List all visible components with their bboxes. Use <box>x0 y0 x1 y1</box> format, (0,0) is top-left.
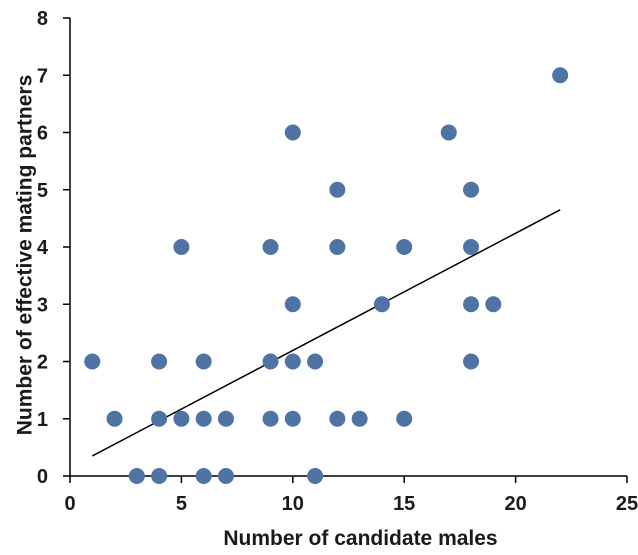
data-point <box>284 353 301 370</box>
data-point <box>463 239 480 255</box>
x-tick-label: 20 <box>504 493 526 515</box>
data-point <box>262 353 279 370</box>
y-tick-label: 6 <box>37 123 48 145</box>
x-tick-label: 10 <box>282 493 304 515</box>
data-point <box>284 296 301 313</box>
trendline <box>91 209 561 457</box>
y-tick-label: 3 <box>37 294 48 316</box>
y-tick-label: 2 <box>37 352 48 374</box>
data-point <box>463 353 480 370</box>
data-point <box>173 410 190 427</box>
data-point <box>373 296 390 313</box>
data-point <box>84 353 101 370</box>
data-point <box>284 410 301 427</box>
data-point <box>284 124 301 141</box>
data-point <box>151 468 168 484</box>
y-tick-label: 0 <box>37 466 48 488</box>
data-point <box>329 410 346 427</box>
data-point <box>195 410 212 427</box>
data-point <box>485 296 502 313</box>
y-axis-title: Number of effective mating partners <box>13 75 36 436</box>
y-tick-label: 4 <box>37 237 49 259</box>
data-point <box>440 124 457 141</box>
y-tick-label: 1 <box>37 409 48 431</box>
data-point <box>463 296 480 313</box>
data-point <box>307 353 324 370</box>
data-point <box>217 410 234 427</box>
data-point <box>195 353 212 370</box>
y-tick-label: 8 <box>37 8 48 30</box>
data-point <box>151 410 168 427</box>
data-point <box>262 410 279 427</box>
data-point <box>396 239 413 255</box>
data-point <box>151 353 168 370</box>
axes <box>63 17 628 483</box>
data-points <box>84 67 569 484</box>
y-tick-label: 5 <box>37 180 48 202</box>
data-point <box>329 181 346 198</box>
data-point <box>173 239 190 255</box>
data-point <box>463 181 480 198</box>
tick-labels: 0 5 10 15 20 25 0 1 2 3 4 5 6 7 8 <box>37 8 638 515</box>
data-point <box>128 468 145 484</box>
y-tick-label: 7 <box>37 65 48 87</box>
trendline-layer <box>91 209 561 457</box>
x-tick-label: 5 <box>176 493 187 515</box>
x-tick-label: 25 <box>616 493 638 515</box>
x-tick-label: 15 <box>393 493 415 515</box>
data-point <box>106 410 123 427</box>
data-point <box>329 239 346 255</box>
data-point <box>195 468 212 484</box>
x-axis-title: Number of candidate males <box>223 527 497 550</box>
data-point <box>351 410 368 427</box>
data-point <box>217 468 234 484</box>
data-point <box>307 468 324 484</box>
data-point <box>396 410 413 427</box>
data-point <box>552 67 569 84</box>
data-point <box>262 239 279 255</box>
x-tick-label: 0 <box>64 493 75 515</box>
